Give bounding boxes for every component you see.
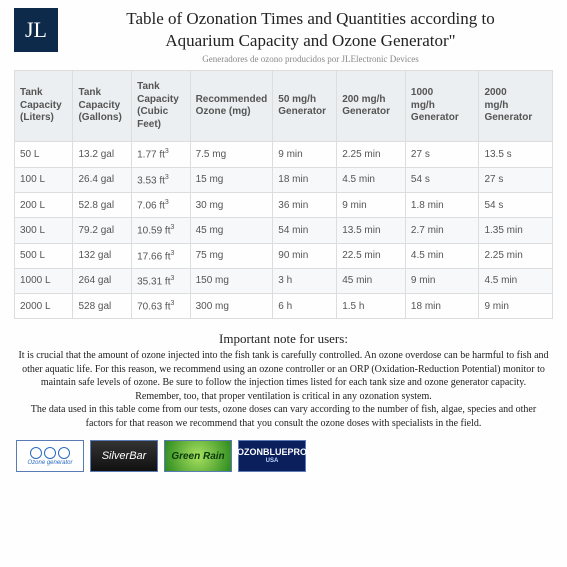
- table-cell: 2.7 min: [405, 218, 479, 243]
- table-cell: 200 L: [15, 192, 73, 217]
- table-row: 100 L26.4 gal3.53 ft315 mg18 min4.5 min5…: [15, 167, 553, 192]
- table-row: 1000 L264 gal35.31 ft3150 mg3 h45 min9 m…: [15, 268, 553, 293]
- table-cell: 26.4 gal: [73, 167, 132, 192]
- table-cell: 79.2 gal: [73, 218, 132, 243]
- table-cell: 4.5 min: [337, 167, 406, 192]
- table-row: 50 L13.2 gal1.77 ft37.5 mg9 min2.25 min2…: [15, 142, 553, 167]
- table-cell: 54 min: [273, 218, 337, 243]
- table-cell: 3.53 ft3: [132, 167, 190, 192]
- table-cell: 7.06 ft3: [132, 192, 190, 217]
- brand-green-rain: Green Rain: [164, 440, 232, 472]
- table-cell: 13.5 min: [337, 218, 406, 243]
- logo-text: JL: [25, 17, 47, 43]
- table-cell: 13.5 s: [479, 142, 553, 167]
- col-gallons: TankCapacity(Gallons): [73, 71, 132, 142]
- table-cell: 35.31 ft3: [132, 268, 190, 293]
- col-1000: 1000mg/hGenerator: [405, 71, 479, 142]
- brand-ozonbluepro: OZONBLUEPRO USA: [238, 440, 306, 472]
- col-cuft: TankCapacity(CubicFeet): [132, 71, 190, 142]
- table-cell: 22.5 min: [337, 243, 406, 268]
- table-cell: 6 h: [273, 294, 337, 319]
- table-cell: 300 L: [15, 218, 73, 243]
- table-cell: 4.5 min: [405, 243, 479, 268]
- brand-label: SilverBar: [102, 450, 147, 462]
- table-cell: 132 gal: [73, 243, 132, 268]
- table-cell: 1.35 min: [479, 218, 553, 243]
- table-cell: 54 s: [405, 167, 479, 192]
- brand-label: Ozone generator: [27, 460, 72, 466]
- table-cell: 52.8 gal: [73, 192, 132, 217]
- ozone-rings-icon: [30, 447, 70, 459]
- table-cell: 75 mg: [190, 243, 273, 268]
- table-cell: 10.59 ft3: [132, 218, 190, 243]
- table-cell: 1.8 min: [405, 192, 479, 217]
- table-cell: 45 mg: [190, 218, 273, 243]
- page-title: Table of Ozonation Times and Quantities …: [68, 8, 553, 52]
- col-2000: 2000mg/hGenerator: [479, 71, 553, 142]
- title-block: Table of Ozonation Times and Quantities …: [68, 8, 553, 64]
- table-row: 2000 L528 gal70.63 ft3300 mg6 h1.5 h18 m…: [15, 294, 553, 319]
- table-cell: 1000 L: [15, 268, 73, 293]
- note-body: It is crucial that the amount of ozone i…: [14, 349, 553, 430]
- table-cell: 1.77 ft3: [132, 142, 190, 167]
- table-cell: 9 min: [273, 142, 337, 167]
- table-cell: 15 mg: [190, 167, 273, 192]
- brand-label: OZONBLUEPRO: [237, 448, 307, 458]
- table-cell: 9 min: [337, 192, 406, 217]
- table-cell: 2000 L: [15, 294, 73, 319]
- ozonation-table: TankCapacity(Liters) TankCapacity(Gallon…: [14, 70, 553, 319]
- table-cell: 30 mg: [190, 192, 273, 217]
- table-cell: 45 min: [337, 268, 406, 293]
- brand-silverbar: SilverBar: [90, 440, 158, 472]
- table-header-row: TankCapacity(Liters) TankCapacity(Gallon…: [15, 71, 553, 142]
- table-row: 200 L52.8 gal7.06 ft330 mg36 min9 min1.8…: [15, 192, 553, 217]
- table-cell: 300 mg: [190, 294, 273, 319]
- table-cell: 18 min: [273, 167, 337, 192]
- col-liters: TankCapacity(Liters): [15, 71, 73, 142]
- table-cell: 2.25 min: [337, 142, 406, 167]
- brand-ozone-generator: Ozone generator: [16, 440, 84, 472]
- brand-sublabel: USA: [266, 458, 279, 465]
- table-cell: 100 L: [15, 167, 73, 192]
- page-subtitle: Generadores de ozono producidos por JLEl…: [68, 54, 553, 64]
- table-cell: 50 L: [15, 142, 73, 167]
- table-cell: 90 min: [273, 243, 337, 268]
- table-cell: 150 mg: [190, 268, 273, 293]
- table-cell: 1.5 h: [337, 294, 406, 319]
- brand-label: Green Rain: [171, 451, 224, 462]
- table-cell: 9 min: [405, 268, 479, 293]
- note-block: Important note for users: It is crucial …: [14, 331, 553, 430]
- table-cell: 13.2 gal: [73, 142, 132, 167]
- table-cell: 70.63 ft3: [132, 294, 190, 319]
- table-cell: 2.25 min: [479, 243, 553, 268]
- table-row: 500 L132 gal17.66 ft375 mg90 min22.5 min…: [15, 243, 553, 268]
- table-cell: 4.5 min: [479, 268, 553, 293]
- brand-row: Ozone generator SilverBar Green Rain OZO…: [14, 440, 553, 472]
- table-cell: 264 gal: [73, 268, 132, 293]
- table-cell: 528 gal: [73, 294, 132, 319]
- table-cell: 36 min: [273, 192, 337, 217]
- table-cell: 9 min: [479, 294, 553, 319]
- table-cell: 54 s: [479, 192, 553, 217]
- table-cell: 18 min: [405, 294, 479, 319]
- table-cell: 500 L: [15, 243, 73, 268]
- table-cell: 17.66 ft3: [132, 243, 190, 268]
- table-cell: 7.5 mg: [190, 142, 273, 167]
- note-title: Important note for users:: [14, 331, 553, 347]
- logo: JL: [14, 8, 58, 52]
- header: JL Table of Ozonation Times and Quantiti…: [14, 8, 553, 64]
- table-cell: 3 h: [273, 268, 337, 293]
- col-recommend: RecommendedOzone (mg): [190, 71, 273, 142]
- table-cell: 27 s: [405, 142, 479, 167]
- table-row: 300 L79.2 gal10.59 ft345 mg54 min13.5 mi…: [15, 218, 553, 243]
- table-cell: 27 s: [479, 167, 553, 192]
- col-200: 200 mg/hGenerator: [337, 71, 406, 142]
- col-50: 50 mg/hGenerator: [273, 71, 337, 142]
